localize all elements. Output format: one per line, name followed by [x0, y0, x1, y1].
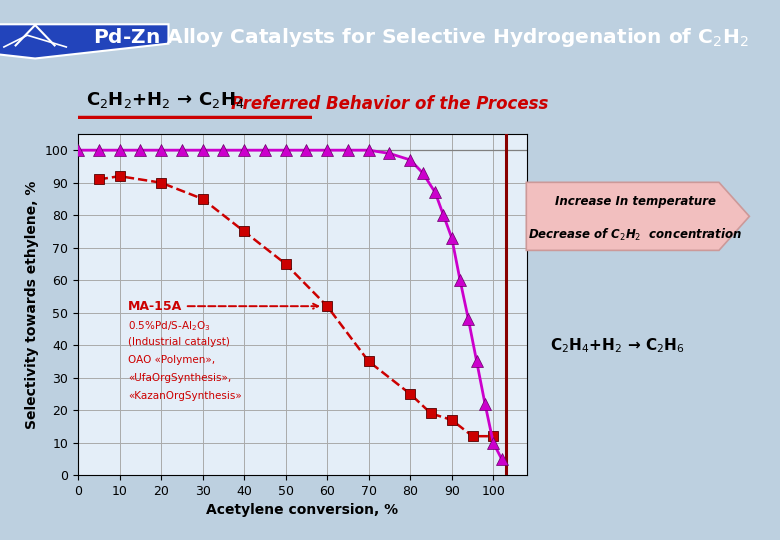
Text: Increase In temperature: Increase In temperature — [555, 195, 716, 208]
Text: 0.5%Pd/S-Al$_2$O$_3$: 0.5%Pd/S-Al$_2$O$_3$ — [128, 319, 210, 333]
Polygon shape — [0, 24, 168, 58]
Text: C$_2$H$_2$+H$_2$ → C$_2$H$_4$: C$_2$H$_2$+H$_2$ → C$_2$H$_4$ — [86, 90, 244, 110]
Text: Pd-Zn Alloy Catalysts for Selective Hydrogenation of C$_2$H$_2$: Pd-Zn Alloy Catalysts for Selective Hydr… — [94, 26, 749, 49]
Text: «UfaOrgSynthesis»,: «UfaOrgSynthesis», — [128, 373, 231, 383]
Text: Preferred Behavior of the Process: Preferred Behavior of the Process — [232, 95, 548, 113]
Text: Decrease of C$_2$H$_2$  concentration: Decrease of C$_2$H$_2$ concentration — [528, 227, 743, 244]
FancyArrow shape — [526, 183, 750, 251]
Y-axis label: Selectivity towards ethylene, %: Selectivity towards ethylene, % — [25, 180, 39, 429]
Text: (Industrial catalyst): (Industrial catalyst) — [128, 337, 229, 347]
X-axis label: Acetylene conversion, %: Acetylene conversion, % — [206, 503, 399, 517]
Text: C$_2$H$_4$+H$_2$ → C$_2$H$_6$: C$_2$H$_4$+H$_2$ → C$_2$H$_6$ — [550, 336, 685, 355]
Text: MA-15A: MA-15A — [128, 300, 318, 313]
Text: OAO «Polymen»,: OAO «Polymen», — [128, 355, 215, 365]
Text: «KazanOrgSynthesis»: «KazanOrgSynthesis» — [128, 391, 242, 401]
